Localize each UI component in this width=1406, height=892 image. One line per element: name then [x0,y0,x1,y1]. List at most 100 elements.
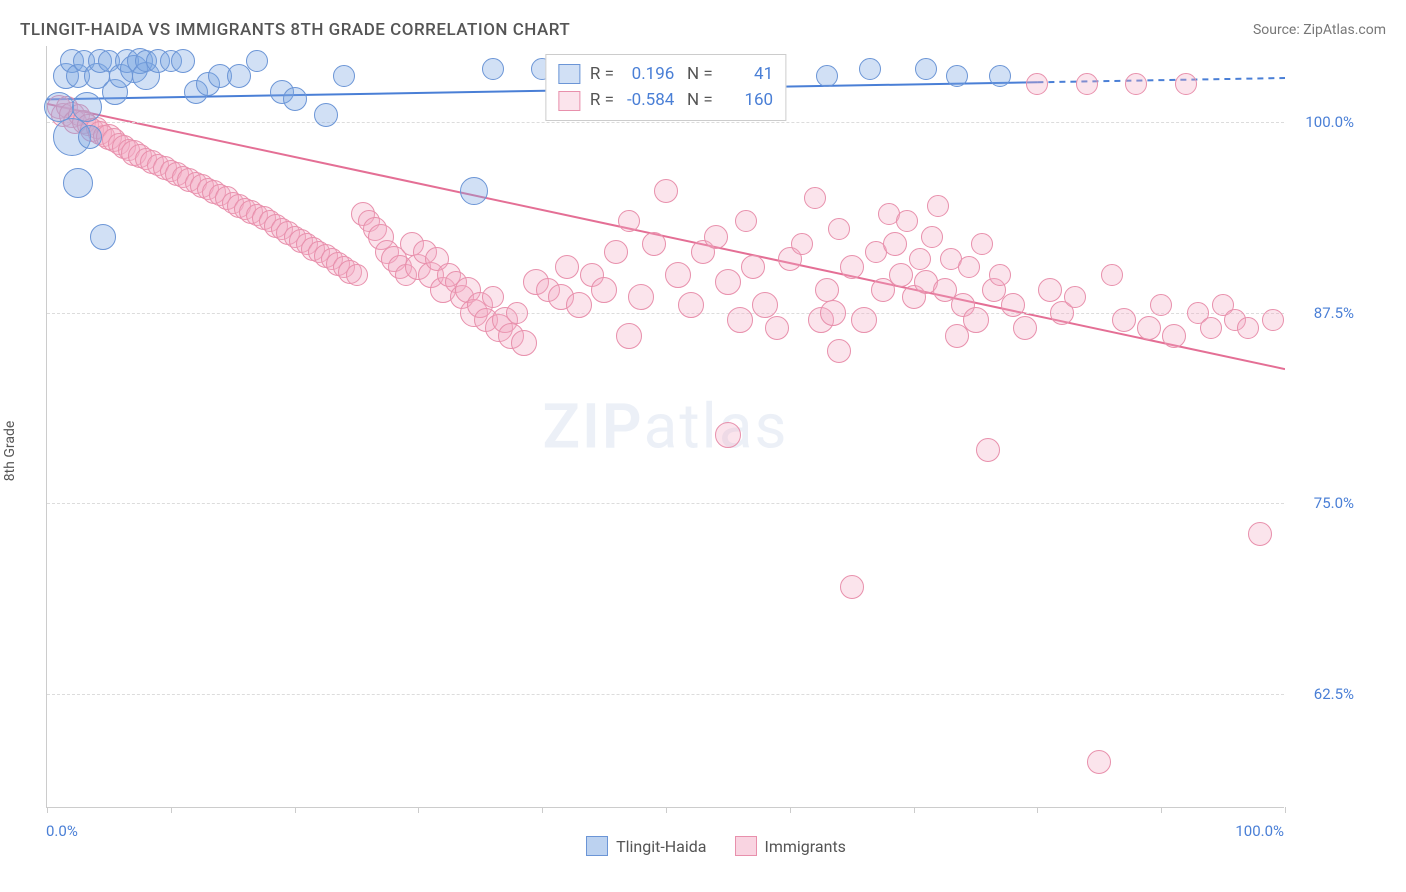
scatter-plot: ZIPatlas R = 0.196 N = 41 R = -0.584 N = [46,46,1284,808]
legend-item-blue: Tlingit-Haida [586,836,706,856]
data-point [815,278,839,302]
x-tick-mark [295,807,296,813]
legend-row-pink: R = -0.584 N = 160 [558,87,773,113]
data-point [1038,278,1062,302]
legend-swatch-icon [735,836,757,856]
data-point [555,255,579,279]
data-point [1064,286,1086,308]
data-point [482,286,504,308]
data-point [665,262,691,288]
chart-title: TLINGIT-HAIDA VS IMMIGRANTS 8TH GRADE CO… [20,20,570,40]
data-point [915,58,937,80]
data-point [566,292,592,318]
data-point [715,422,741,448]
data-point [816,65,838,87]
data-point [1237,317,1259,339]
data-point [618,210,640,232]
data-point [1001,293,1025,317]
data-point [678,292,704,318]
x-tick-label: 100.0% [1235,822,1284,840]
data-point [511,330,537,356]
data-point [976,438,1000,462]
data-point [1112,308,1136,332]
data-point [1175,73,1197,95]
data-point [72,92,102,122]
data-point [604,240,628,264]
data-point [735,210,757,232]
data-point [1262,309,1284,331]
data-point [883,232,907,256]
data-point [840,255,864,279]
data-point [827,339,851,363]
data-point [896,210,918,232]
data-point [909,248,931,270]
data-point [78,125,102,149]
data-point [765,316,789,340]
x-tick-mark [1037,807,1038,813]
data-point [654,179,678,203]
data-point [346,264,368,286]
data-point [506,302,528,324]
data-point [616,323,642,349]
y-tick-label: 62.5% [1294,685,1354,703]
data-point [1137,316,1161,340]
x-tick-mark [1161,807,1162,813]
x-tick-mark [171,807,172,813]
x-tick-mark [790,807,791,813]
data-point [227,64,251,88]
gridline [47,313,1284,314]
data-point [314,103,338,127]
y-tick-label: 87.5% [1294,304,1354,322]
x-tick-mark [1285,807,1286,813]
data-point [820,300,846,326]
legend-row-blue: R = 0.196 N = 41 [558,61,773,87]
series-legend: Tlingit-Haida Immigrants [46,836,1386,856]
data-point [840,575,864,599]
gridline [47,503,1284,504]
data-point [1200,317,1222,339]
y-axis-label: 8th Grade [2,421,18,482]
x-tick-mark [542,807,543,813]
data-point [1026,73,1048,95]
data-point [1162,324,1186,348]
data-point [171,49,195,73]
data-point [1125,73,1147,95]
x-tick-mark [418,807,419,813]
data-point [859,58,881,80]
data-point [851,307,877,333]
data-point [927,195,949,217]
data-point [246,50,268,72]
data-point [741,255,765,279]
data-point [482,58,504,80]
y-tick-label: 100.0% [1294,113,1354,131]
data-point [989,65,1011,87]
data-point [90,224,116,250]
data-point [752,292,778,318]
data-point [1013,316,1037,340]
x-tick-mark [914,807,915,813]
x-tick-mark [666,807,667,813]
data-point [715,269,741,295]
data-point [333,65,355,87]
x-tick-label: 0.0% [46,822,78,840]
gridline [47,122,1284,123]
data-point [828,218,850,240]
x-tick-mark [47,807,48,813]
legend-swatch-blue [558,64,580,84]
y-tick-label: 75.0% [1294,494,1354,512]
data-point [1150,294,1172,316]
data-point [63,168,93,198]
legend-swatch-icon [586,836,608,856]
data-point [804,187,826,209]
data-point [1248,522,1272,546]
data-point [44,92,74,122]
data-point [283,87,307,111]
source-label: Source: ZipAtlas.com [1253,22,1386,38]
legend-swatch-pink [558,91,580,111]
data-point [989,264,1011,286]
data-point [963,307,989,333]
data-point [1076,73,1098,95]
data-point [628,284,654,310]
data-point [921,226,943,248]
data-point [1087,750,1111,774]
